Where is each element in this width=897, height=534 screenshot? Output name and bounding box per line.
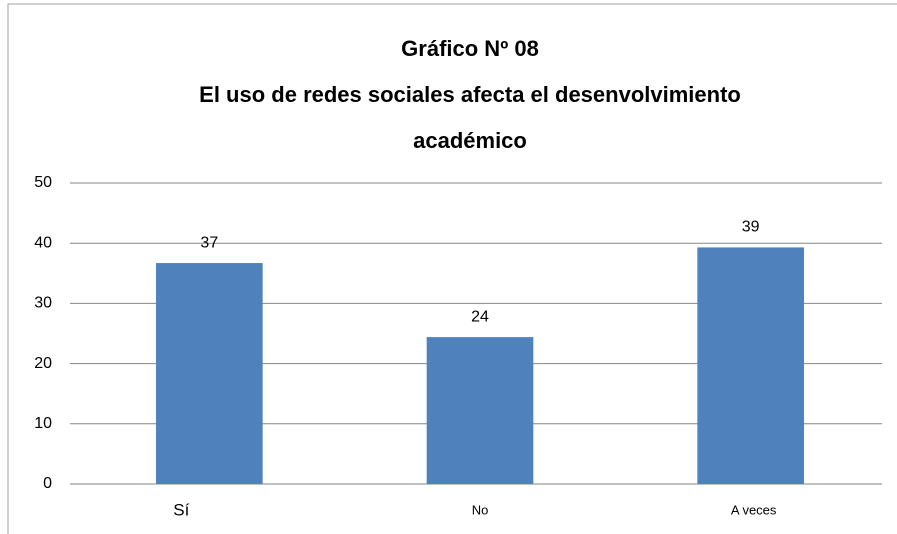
bar: [426, 337, 534, 484]
y-tick-label: 50: [34, 174, 52, 191]
chart-frame: [7, 3, 897, 534]
x-tick-label: Sí: [173, 500, 189, 519]
y-tick-label: 40: [34, 234, 52, 251]
chart-title: Gráfico Nº 08: [401, 36, 539, 61]
bar: [156, 263, 263, 484]
chart-title: El uso de redes sociales afecta el desen…: [199, 82, 741, 107]
value-label: 37: [200, 234, 218, 251]
y-tick-label: 20: [34, 355, 52, 372]
chart-title: académico: [413, 128, 527, 153]
value-label: 39: [742, 219, 760, 236]
x-tick-label: A veces: [731, 502, 777, 517]
y-tick-label: 10: [34, 415, 52, 432]
value-label: 24: [471, 308, 489, 325]
y-tick-label: 0: [43, 475, 52, 492]
x-tick-label: No: [472, 502, 489, 517]
y-tick-label: 30: [34, 295, 52, 312]
bar: [697, 247, 804, 484]
